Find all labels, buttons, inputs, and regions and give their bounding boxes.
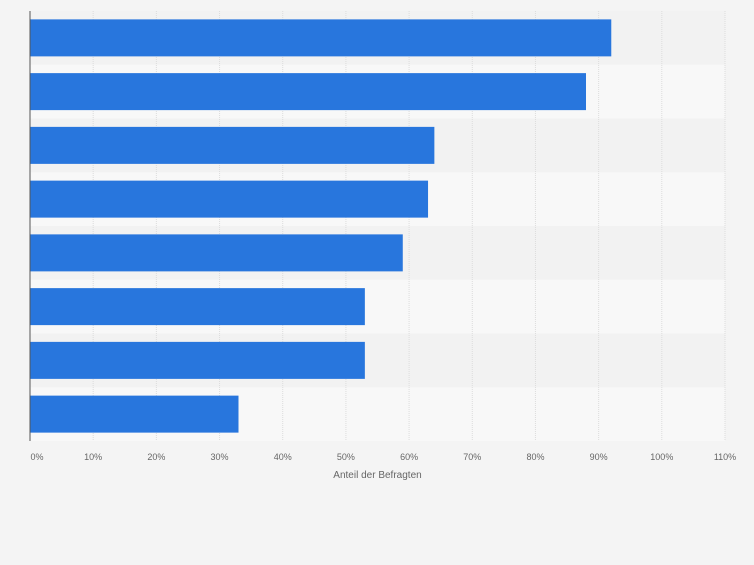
x-tick-label: 70%	[463, 452, 481, 462]
x-tick-label: 40%	[274, 452, 292, 462]
bar[interactable]	[30, 19, 612, 57]
x-tick-label: 110%	[714, 452, 736, 462]
bar[interactable]	[30, 341, 365, 379]
x-tick-label: 10%	[84, 452, 102, 462]
x-tick-label: 80%	[526, 452, 544, 462]
x-axis-label: Anteil der Befragten	[333, 470, 421, 481]
x-tick-label: 60%	[400, 452, 418, 462]
bar[interactable]	[30, 126, 435, 164]
x-tick-label: 100%	[650, 452, 673, 462]
bar[interactable]	[30, 234, 403, 272]
x-tick-label: 30%	[211, 452, 229, 462]
bar[interactable]	[30, 73, 586, 111]
bars	[30, 19, 612, 433]
bar[interactable]	[30, 288, 365, 326]
x-tick-labels: 0% 10% 20% 30% 40% 50% 60% 70% 80% 90% 100% 110%	[30, 452, 736, 462]
x-tick-label: 20%	[147, 452, 165, 462]
x-tick-label: 50%	[337, 452, 355, 462]
bar[interactable]	[30, 180, 429, 218]
bar[interactable]	[30, 395, 239, 433]
x-tick-label: 0%	[30, 452, 43, 462]
x-tick-label: 90%	[590, 452, 608, 462]
